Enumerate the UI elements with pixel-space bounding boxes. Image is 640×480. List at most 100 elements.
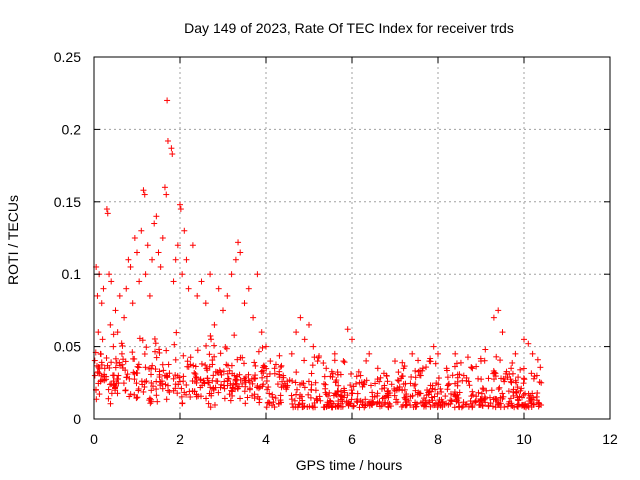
- data-point: [536, 379, 543, 386]
- data-point: [499, 329, 506, 336]
- data-point: [393, 396, 400, 403]
- data-point: [419, 367, 426, 374]
- data-point: [189, 242, 196, 249]
- data-point: [190, 362, 197, 369]
- data-point: [249, 392, 256, 399]
- data-point: [306, 321, 312, 328]
- data-point: [298, 393, 305, 400]
- data-point: [326, 389, 333, 396]
- data-point: [438, 388, 445, 395]
- data-point: [286, 377, 293, 384]
- data-point: [374, 365, 381, 372]
- data-point: [159, 385, 166, 392]
- data-point: [497, 394, 504, 401]
- x-tick-label: 10: [516, 431, 532, 447]
- data-point: [114, 376, 121, 383]
- data-point: [299, 404, 306, 411]
- data-point: [514, 396, 521, 403]
- data-point: [170, 278, 177, 285]
- data-point: [154, 398, 161, 405]
- data-point: [321, 380, 328, 387]
- data-point: [314, 358, 321, 365]
- data-point: [112, 307, 119, 314]
- data-point: [435, 350, 441, 357]
- data-point: [478, 395, 485, 402]
- data-point: [431, 393, 438, 400]
- data-point: [473, 363, 480, 370]
- data-point: [177, 201, 183, 208]
- data-point: [225, 362, 232, 369]
- data-point: [214, 368, 221, 375]
- data-point: [251, 359, 258, 366]
- data-point: [140, 187, 147, 194]
- data-point: [204, 375, 211, 382]
- data-point: [259, 383, 266, 390]
- data-point: [146, 292, 153, 299]
- data-point: [201, 380, 208, 387]
- data-point: [163, 191, 170, 198]
- data-point: [429, 397, 436, 404]
- data-point: [521, 376, 528, 383]
- data-point: [158, 378, 165, 385]
- data-point: [517, 387, 524, 394]
- data-point: [171, 341, 178, 348]
- data-point: [362, 396, 369, 403]
- data-point: [207, 332, 214, 339]
- data-point: [105, 386, 112, 393]
- data-point: [211, 401, 218, 408]
- data-point: [289, 400, 296, 407]
- data-point: [242, 400, 249, 407]
- data-point: [402, 380, 409, 387]
- data-point: [233, 376, 240, 383]
- data-point: [315, 354, 322, 361]
- data-point: [258, 368, 265, 375]
- data-point: [259, 374, 266, 381]
- data-point: [221, 395, 228, 402]
- data-point: [403, 396, 410, 403]
- y-tick-label: 0: [73, 411, 81, 427]
- data-point: [231, 332, 238, 339]
- data-point: [457, 359, 464, 366]
- data-point: [427, 358, 434, 365]
- data-point: [220, 368, 227, 375]
- data-point: [479, 385, 486, 392]
- data-point: [215, 285, 222, 292]
- data-point: [200, 377, 207, 384]
- data-point: [211, 342, 218, 349]
- data-point: [266, 370, 273, 377]
- data-point: [521, 336, 527, 343]
- data-point: [141, 350, 148, 357]
- data-point: [227, 380, 234, 387]
- data-point: [156, 346, 163, 353]
- data-point: [312, 404, 319, 411]
- data-point: [534, 390, 541, 397]
- data-point: [503, 368, 510, 375]
- data-point: [153, 378, 160, 385]
- data-point: [372, 380, 379, 387]
- data-point: [508, 365, 515, 372]
- data-point: [135, 361, 142, 368]
- data-point: [504, 374, 511, 381]
- data-point: [110, 378, 117, 385]
- data-point: [236, 383, 243, 390]
- data-point: [172, 256, 179, 263]
- y-tick-label: 0.05: [54, 339, 81, 355]
- data-point: [161, 184, 168, 191]
- data-point: [194, 292, 201, 299]
- data-point: [242, 383, 249, 390]
- data-point: [349, 390, 356, 397]
- data-point: [147, 396, 154, 403]
- data-point: [301, 384, 308, 391]
- data-point: [211, 321, 218, 328]
- data-point: [202, 362, 209, 369]
- data-point: [291, 397, 298, 404]
- data-point: [140, 388, 147, 395]
- data-point: [152, 366, 159, 373]
- data-point: [133, 380, 140, 387]
- data-point: [445, 380, 452, 387]
- data-point: [246, 385, 253, 392]
- data-point: [136, 278, 143, 285]
- data-point: [368, 382, 375, 389]
- data-point: [401, 363, 408, 370]
- data-point: [419, 365, 426, 372]
